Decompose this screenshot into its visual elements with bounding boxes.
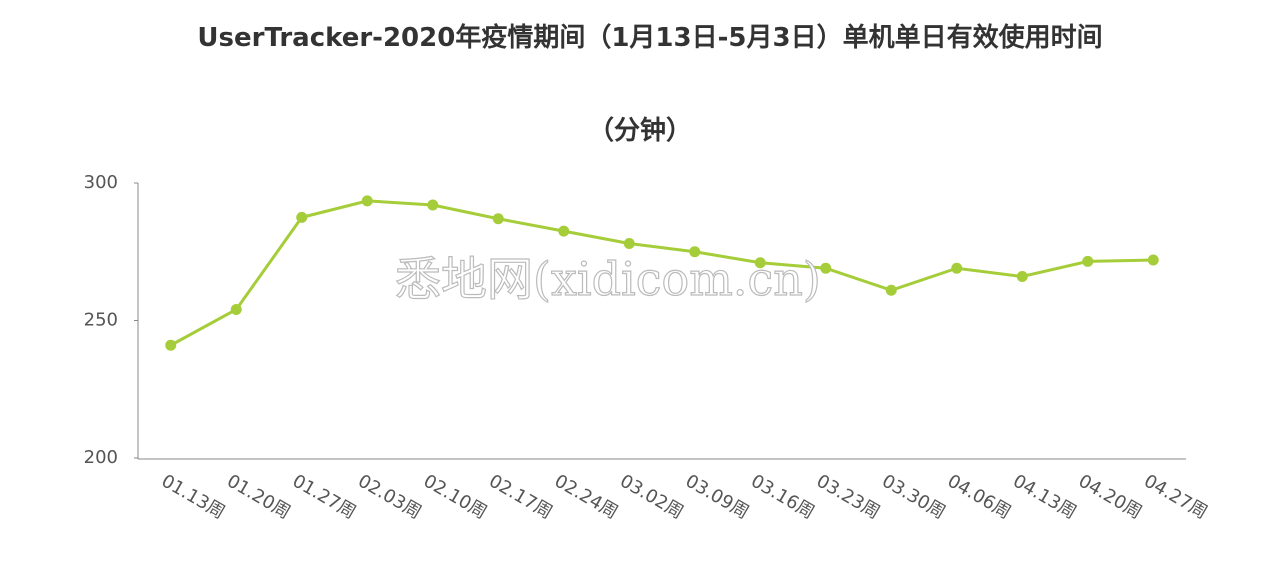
x-tick-label: 03.16周 [747,470,818,523]
point [1016,271,1028,282]
x-tick-label: 03.02周 [616,470,687,523]
x-tick-label: 02.10周 [420,470,491,523]
x-tick-label: 03.09周 [682,470,753,523]
x-tick-label: 02.24周 [551,470,622,523]
chart-subtitle: （分钟） [587,116,692,146]
x-tick-label: 02.03周 [354,470,425,523]
point [361,195,373,207]
point [820,262,832,274]
point [754,257,766,269]
x-tick-label: 04.20周 [1075,470,1146,523]
line [170,199,1154,347]
x-tick-label: 01.27周 [289,470,360,523]
x-tick-label: 03.23周 [813,470,884,523]
point [427,199,439,211]
point [885,284,897,296]
point [558,225,570,237]
x-tick-label: 01.20周 [223,470,294,523]
x-tick-label: 03.30周 [878,470,949,523]
point [689,246,701,258]
x-tick-label: 04.06周 [944,470,1015,523]
point [230,304,242,315]
x-tick-label: 02.17周 [485,470,556,523]
point [296,211,308,223]
y-tick-label: 200 [84,447,118,468]
watermark: 悉地网(xidicom.cn) [395,252,821,306]
point [492,213,504,225]
x-tick-label: 01.13周 [158,470,229,523]
point [623,238,635,249]
x-tick-label: 04.13周 [1009,470,1080,523]
point [951,262,963,274]
y-tick-label: 250 [84,310,118,331]
point [165,339,177,351]
chart-title: UserTracker-2020年疫情期间（1月13日-5月3日）单机单日有效使… [197,23,1103,53]
y-tick-label: 300 [84,172,118,193]
point [1147,254,1159,266]
point [1082,255,1094,267]
x-tick-label: 04.27周 [1140,470,1211,523]
